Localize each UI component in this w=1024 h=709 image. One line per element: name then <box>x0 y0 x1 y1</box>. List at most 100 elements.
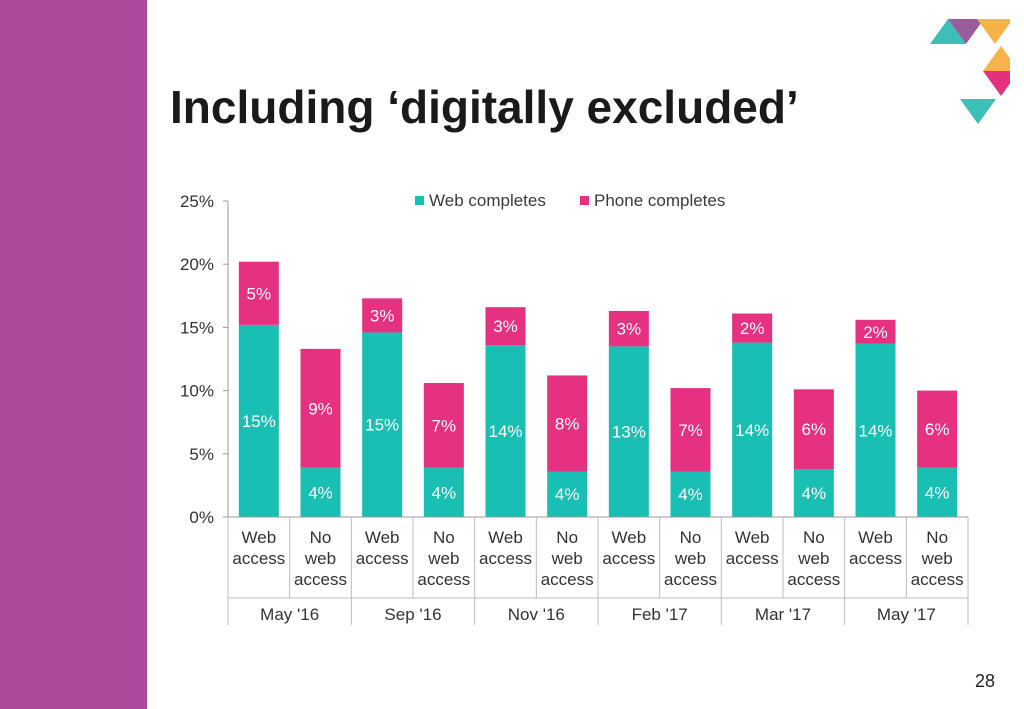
data-label: 14% <box>488 422 522 441</box>
data-label: 8% <box>555 414 580 433</box>
bar-segment <box>608 310 649 347</box>
bar-segment <box>670 471 711 517</box>
data-label: 14% <box>858 421 892 440</box>
x-category-label: No <box>680 528 702 547</box>
bar-segment <box>793 389 834 469</box>
slide-title: Including ‘digitally excluded’ <box>170 81 799 133</box>
x-category-label: No <box>310 528 332 547</box>
bar-segment <box>547 471 588 517</box>
bar-segment <box>855 319 896 344</box>
x-category-label: access <box>479 549 532 568</box>
x-category-label: access <box>664 570 717 589</box>
x-category-label: access <box>294 570 347 589</box>
x-category-label: Web <box>365 528 400 547</box>
data-label: 4% <box>432 483 457 502</box>
x-category-label: web <box>797 549 829 568</box>
bar-segment <box>423 467 464 517</box>
data-label: 15% <box>365 416 399 435</box>
bar-segment <box>547 375 588 472</box>
x-category-label: Web <box>612 528 647 547</box>
legend-label: Web completes <box>429 191 546 210</box>
bar-segment <box>300 467 341 517</box>
side-bar <box>0 0 147 709</box>
data-label: 4% <box>678 485 703 504</box>
data-label: 9% <box>308 399 333 418</box>
data-label: 13% <box>612 423 646 442</box>
legend-swatch <box>415 196 424 205</box>
data-label: 3% <box>617 320 642 339</box>
x-category-label: No <box>433 528 455 547</box>
bar-segment <box>917 467 958 517</box>
bar-segment <box>732 313 773 343</box>
bar-segment <box>670 388 711 472</box>
data-label: 4% <box>308 483 333 502</box>
x-category-label: access <box>417 570 470 589</box>
chart-legend: Web completes Phone completes <box>415 191 725 210</box>
x-category-label: web <box>427 549 459 568</box>
logo-triangle-5 <box>983 71 1010 96</box>
logo-triangle-3 <box>977 19 1010 44</box>
bar-segment <box>238 324 279 517</box>
bar-segment <box>300 348 341 468</box>
y-tick-label: 0% <box>189 508 214 527</box>
x-group-label: Mar '17 <box>755 605 811 624</box>
page-number: 28 <box>975 671 996 691</box>
legend-label: Phone completes <box>594 191 725 210</box>
logo-triangle-2 <box>948 19 984 44</box>
x-category-label: access <box>911 570 964 589</box>
x-category-label: No <box>803 528 825 547</box>
data-label: 4% <box>802 484 827 503</box>
y-tick-label: 25% <box>180 192 214 211</box>
x-category-label: No <box>926 528 948 547</box>
x-category-label: access <box>356 549 409 568</box>
y-tick-label: 15% <box>180 318 214 337</box>
data-label: 6% <box>925 420 950 439</box>
x-category-label: access <box>787 570 840 589</box>
bar-segment <box>362 298 403 333</box>
logo-icon <box>930 19 1010 124</box>
logo-triangle-6 <box>960 99 996 124</box>
bar-segment <box>608 346 649 517</box>
x-category-label: access <box>726 549 779 568</box>
x-category-label: access <box>849 549 902 568</box>
x-category-label: Web <box>735 528 770 547</box>
x-category-label: web <box>551 549 583 568</box>
x-category-label: access <box>232 549 285 568</box>
x-axis: Web access No web access Web access No web access… <box>227 516 969 625</box>
bar-segment <box>485 307 526 346</box>
x-group-label: Feb '17 <box>632 605 688 624</box>
x-group-label: May '16 <box>260 605 319 624</box>
data-label: 2% <box>863 323 888 342</box>
logo-triangle-4 <box>983 46 1010 71</box>
data-label: 4% <box>925 483 950 502</box>
data-label: 2% <box>740 319 765 338</box>
x-group-label: May '17 <box>877 605 936 624</box>
logo-triangle-1 <box>930 19 966 44</box>
bar-segment <box>423 383 464 468</box>
y-axis: 0% 5% 10% 15% 20% 25% <box>180 192 229 527</box>
x-category-label: Web <box>488 528 523 547</box>
x-group-label: Nov '16 <box>508 605 565 624</box>
y-tick-label: 10% <box>180 382 214 401</box>
data-label: 6% <box>802 420 827 439</box>
data-label: 5% <box>247 284 272 303</box>
bar-segment <box>793 468 834 517</box>
data-label: 3% <box>370 306 395 325</box>
bar-segment <box>732 342 773 517</box>
stacked-bar-chart: Web completes Phone completes 0% 5% 10% 15% 2… <box>180 191 969 625</box>
x-category-label: Web <box>858 528 893 547</box>
data-label: 7% <box>678 421 703 440</box>
bar-segment <box>238 261 279 325</box>
x-category-label: access <box>541 570 594 589</box>
bar-segment <box>917 390 958 468</box>
x-category-label: web <box>674 549 706 568</box>
data-label: 14% <box>735 421 769 440</box>
bars: 15% 5% 4% 9% 15% 3% 4% 7% 14% 3% 4% 8% 13% 3% 4% 7% 14% 2… <box>238 261 958 517</box>
data-label: 7% <box>432 416 457 435</box>
x-category-label: No <box>556 528 578 547</box>
x-group-label: Sep '16 <box>384 605 441 624</box>
x-category-label: access <box>602 549 655 568</box>
bar-segment <box>855 343 896 517</box>
y-tick-label: 20% <box>180 255 214 274</box>
bar-segment <box>362 332 403 517</box>
